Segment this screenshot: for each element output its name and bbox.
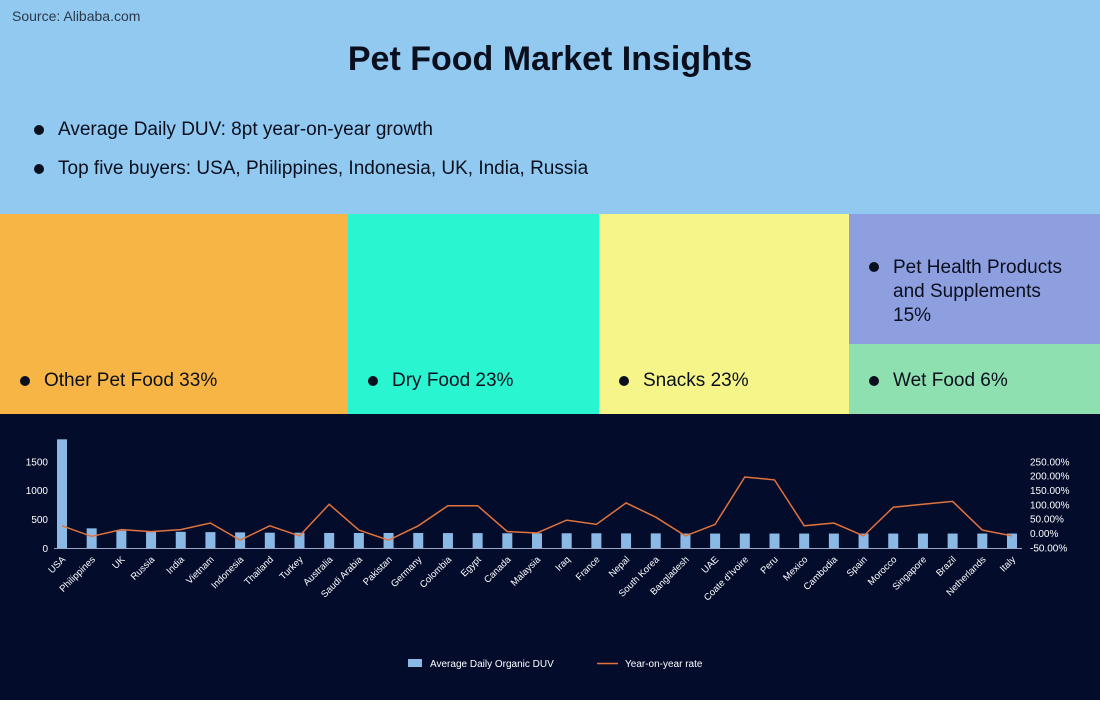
- page-title: Pet Food Market Insights: [347, 40, 753, 78]
- bar: [621, 533, 632, 548]
- bar: [888, 533, 899, 548]
- tile-label-text: Snacks 23%: [643, 370, 749, 391]
- y-right-tick-label: -50.00%: [1030, 543, 1067, 554]
- bar: [294, 532, 305, 548]
- tile-label-text: Dry Food 23%: [392, 370, 514, 391]
- y-right-tick-label: 50.00%: [1030, 515, 1064, 526]
- x-tick-label: Mexico: [781, 554, 810, 583]
- x-tick-label: Russia: [129, 554, 158, 583]
- bar: [86, 528, 97, 548]
- bar: [828, 533, 839, 548]
- bar: [413, 532, 424, 548]
- tile-label-text: Wet Food 6%: [893, 370, 1008, 391]
- bullet-dot-icon: [368, 376, 378, 386]
- y-right-tick-label: 150.00%: [1030, 486, 1070, 497]
- header-panel: Source: Alibaba.com Pet Food Market Insi…: [0, 0, 1100, 214]
- bar: [57, 439, 67, 548]
- bullet-dot-icon: [34, 164, 44, 174]
- bar: [116, 530, 127, 548]
- combo-chart: 0 500 1000 1500 -50.00% 0.00% 50.00% 100.00% 150…: [26, 439, 1070, 670]
- tile-dry-food: Dry Food 23%: [348, 214, 599, 414]
- y-right-tick-label: 200.00%: [1030, 472, 1070, 483]
- y-left-tick-label: 500: [31, 515, 48, 526]
- x-tick-label: Thailand: [242, 554, 276, 588]
- x-tick-label: Italy: [998, 554, 1018, 574]
- x-tick-label: Nepal: [607, 554, 632, 579]
- bar: [680, 533, 691, 548]
- bar: [739, 533, 750, 548]
- bullet-item-duv: Average Daily DUV: 8pt year-on-year grow…: [34, 119, 433, 141]
- bar: [472, 533, 483, 548]
- bar: [1007, 533, 1017, 548]
- bar: [264, 532, 275, 548]
- bar: [532, 533, 542, 548]
- x-tick-label: Malaysia: [509, 554, 544, 589]
- legend-bar-label: Average Daily Organic DUV: [430, 659, 554, 670]
- x-tick-label: Iraq: [553, 554, 572, 573]
- legend-line-label: Year-on-year rate: [625, 659, 703, 670]
- bullet-dot-icon: [34, 125, 44, 135]
- bar: [650, 533, 661, 548]
- x-tick-label: Peru: [759, 554, 781, 576]
- category-treemap: Other Pet Food 33% Dry Food 23% Snacks 2…: [0, 214, 1100, 414]
- tile-label-text: Other Pet Food 33%: [44, 370, 218, 391]
- x-tick-label: Brazil: [934, 554, 959, 579]
- y-left-tick-label: 1000: [26, 486, 49, 497]
- tile-label: Other Pet Food 33%: [20, 370, 217, 392]
- x-tick-label: France: [574, 554, 603, 583]
- source-note: Source: Alibaba.com: [12, 8, 141, 24]
- x-tick-label: Spain: [845, 554, 870, 579]
- bar: [858, 533, 869, 548]
- bar: [205, 532, 216, 548]
- bar: [799, 533, 810, 548]
- x-tick-label: UAE: [700, 554, 722, 576]
- x-tick-label: Colombia: [418, 554, 455, 591]
- x-tick-label: Turkey: [278, 554, 306, 582]
- bar: [502, 533, 513, 548]
- x-tick-label: India: [165, 554, 188, 577]
- bar: [947, 533, 958, 548]
- yoy-line-series: [61, 476, 1013, 542]
- chart-panel: 0 500 1000 1500 -50.00% 0.00% 50.00% 100.00% 150…: [0, 414, 1100, 700]
- bullet-item-buyers: Top five buyers: USA, Philippines, Indon…: [34, 158, 588, 180]
- y-left-tick-label: 1500: [26, 457, 49, 468]
- x-tick-label: Egypt: [459, 554, 484, 579]
- bullet-text: Top five buyers: USA, Philippines, Indon…: [58, 158, 589, 179]
- bar: [175, 531, 186, 548]
- tile-wet-food: Wet Food 6%: [849, 344, 1100, 414]
- bar: [710, 533, 721, 548]
- bar: [977, 533, 988, 548]
- bullet-text: Average Daily DUV: 8pt year-on-year grow…: [58, 119, 433, 140]
- bar: [769, 533, 780, 548]
- y-right-tick-label: 100.00%: [1030, 500, 1070, 511]
- bar: [146, 531, 157, 548]
- tile-snacks: Snacks 23%: [599, 214, 849, 414]
- bar: [917, 533, 928, 548]
- bullet-dot-icon: [20, 376, 30, 386]
- bar: [591, 533, 602, 548]
- bar: [442, 533, 453, 548]
- x-tick-label: UK: [110, 554, 128, 572]
- x-tick-label: Indonesia: [209, 554, 246, 591]
- bar: [353, 532, 364, 548]
- x-tick-label: USA: [47, 554, 69, 576]
- legend-bar-swatch: [408, 659, 422, 667]
- y-left-tick-label: 0: [42, 544, 48, 555]
- tile-pet-health: Pet Health Products and Supplements 15%: [849, 214, 1100, 344]
- tile-label: Wet Food 6%: [869, 370, 1008, 392]
- tile-label: Pet Health Products and Supplements 15%: [869, 256, 1069, 328]
- bullet-dot-icon: [869, 262, 879, 272]
- bar: [561, 533, 572, 548]
- tile-label: Snacks 23%: [619, 370, 749, 392]
- tile-label-text: Pet Health Products and Supplements 15%: [893, 257, 1062, 326]
- tile-label: Dry Food 23%: [368, 370, 513, 392]
- y-right-tick-label: 0.00%: [1030, 529, 1058, 540]
- tile-other-pet-food: Other Pet Food 33%: [0, 214, 348, 414]
- y-right-tick-label: 250.00%: [1030, 457, 1070, 468]
- bar: [324, 532, 335, 548]
- bullet-dot-icon: [869, 376, 879, 386]
- bullet-dot-icon: [619, 376, 629, 386]
